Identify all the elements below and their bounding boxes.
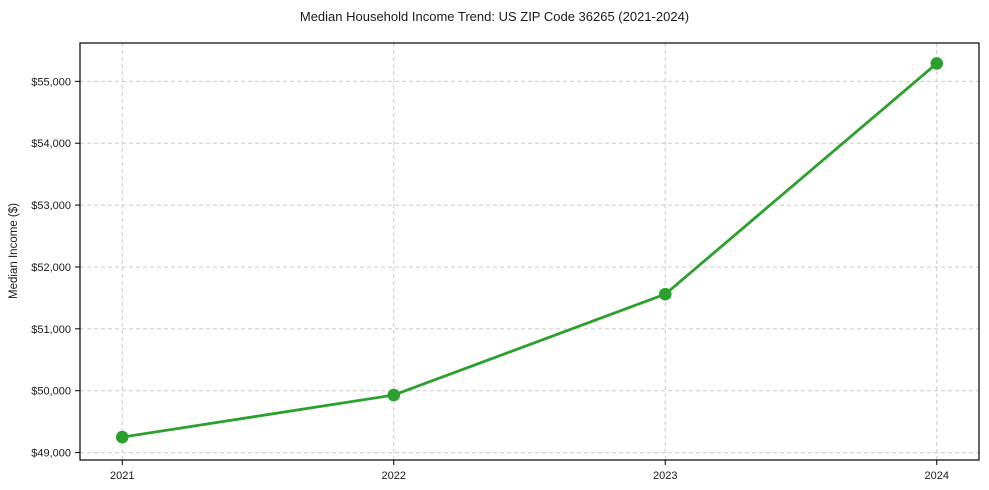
x-tick-label: 2023 — [653, 470, 677, 482]
data-line — [120, 62, 939, 439]
data-point — [115, 430, 129, 444]
x-tick-label: 2022 — [382, 470, 406, 482]
x-tick-label: 2024 — [925, 470, 949, 482]
y-tick-label: $55,000 — [31, 76, 71, 88]
y-tick-label: $53,000 — [31, 200, 71, 212]
data-point — [658, 287, 672, 301]
data-point — [930, 57, 944, 70]
y-axis-label: Median Income ($) — [8, 203, 20, 299]
plot-border — [79, 42, 980, 461]
data-point — [387, 388, 401, 402]
y-tick-label: $54,000 — [31, 138, 71, 150]
y-tick-label: $49,000 — [31, 448, 71, 460]
y-tick-label: $50,000 — [31, 386, 71, 398]
y-tick-label: $52,000 — [31, 262, 71, 274]
chart-title: Median Household Income Trend: US ZIP Co… — [299, 9, 690, 24]
y-tick-label: $51,000 — [31, 324, 71, 336]
x-tick-label: 2021 — [110, 470, 134, 482]
